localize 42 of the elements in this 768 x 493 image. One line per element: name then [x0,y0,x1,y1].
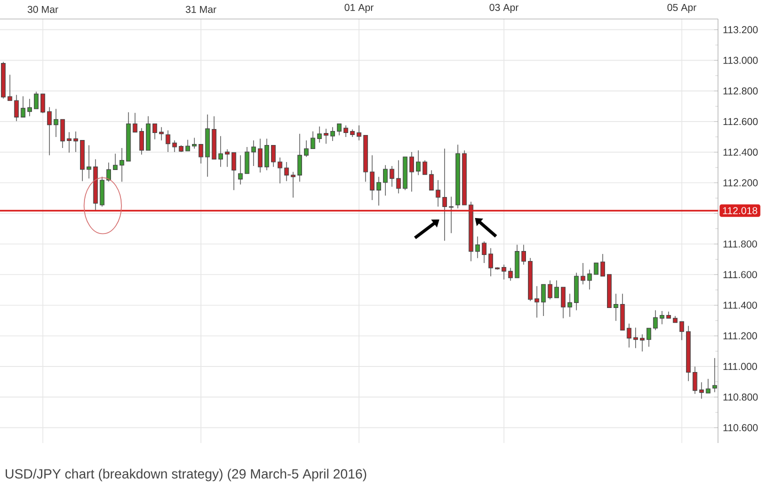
candlestick [502,264,506,280]
y-tick-label: 113.200 [723,26,758,34]
y-tick-label: 112.400 [723,148,758,156]
y-tick-label: 111.600 [723,271,757,278]
candlestick [653,310,658,331]
candlestick [54,108,58,138]
y-tick-label: 111.000 [723,362,757,370]
text: USD/JPY chart (breakdown strategy) (29 March-5 April 2016) [6,468,366,482]
candlestick [508,268,513,282]
x-tick-label: 30 Mar [28,6,58,13]
candlestick [238,154,243,185]
y-tick-label: 111.400 [723,302,757,309]
candlestick [468,201,474,262]
y-tick-label: 111.200 [723,332,757,340]
y-tick-label: 113.000 [723,56,758,64]
y-tick-label: 112.600 [723,118,758,126]
x-tick-label: 31 Mar [186,6,216,13]
candlestick [660,310,664,325]
candlestick [324,128,328,144]
candlestick [120,148,124,182]
candlestick [86,144,92,179]
candlestick [442,148,447,242]
y-tick-label: 112.800 [723,87,758,94]
candlestick [166,130,170,152]
y-tick-label: 110.600 [723,424,758,432]
x-tick-label: 05 Apr [667,4,696,13]
candlestick [172,140,177,152]
candlestick [614,293,618,322]
ref-line-label: 112.018 [723,207,758,214]
candlestick [205,114,210,178]
candlestick [626,323,632,348]
y-tick-label: 111.800 [723,240,757,248]
x-tick-label: 03 Apr [490,4,518,13]
candlestick [356,125,362,141]
x-tick-label: 01 Apr [344,4,374,13]
y-tick-label: 112.200 [723,179,758,186]
y-tick-label: 110.800 [723,394,758,401]
candlestick [475,236,480,258]
candlestick [534,286,540,318]
candlestick [370,154,374,200]
candlestick [317,126,322,144]
candlestick [93,158,98,211]
